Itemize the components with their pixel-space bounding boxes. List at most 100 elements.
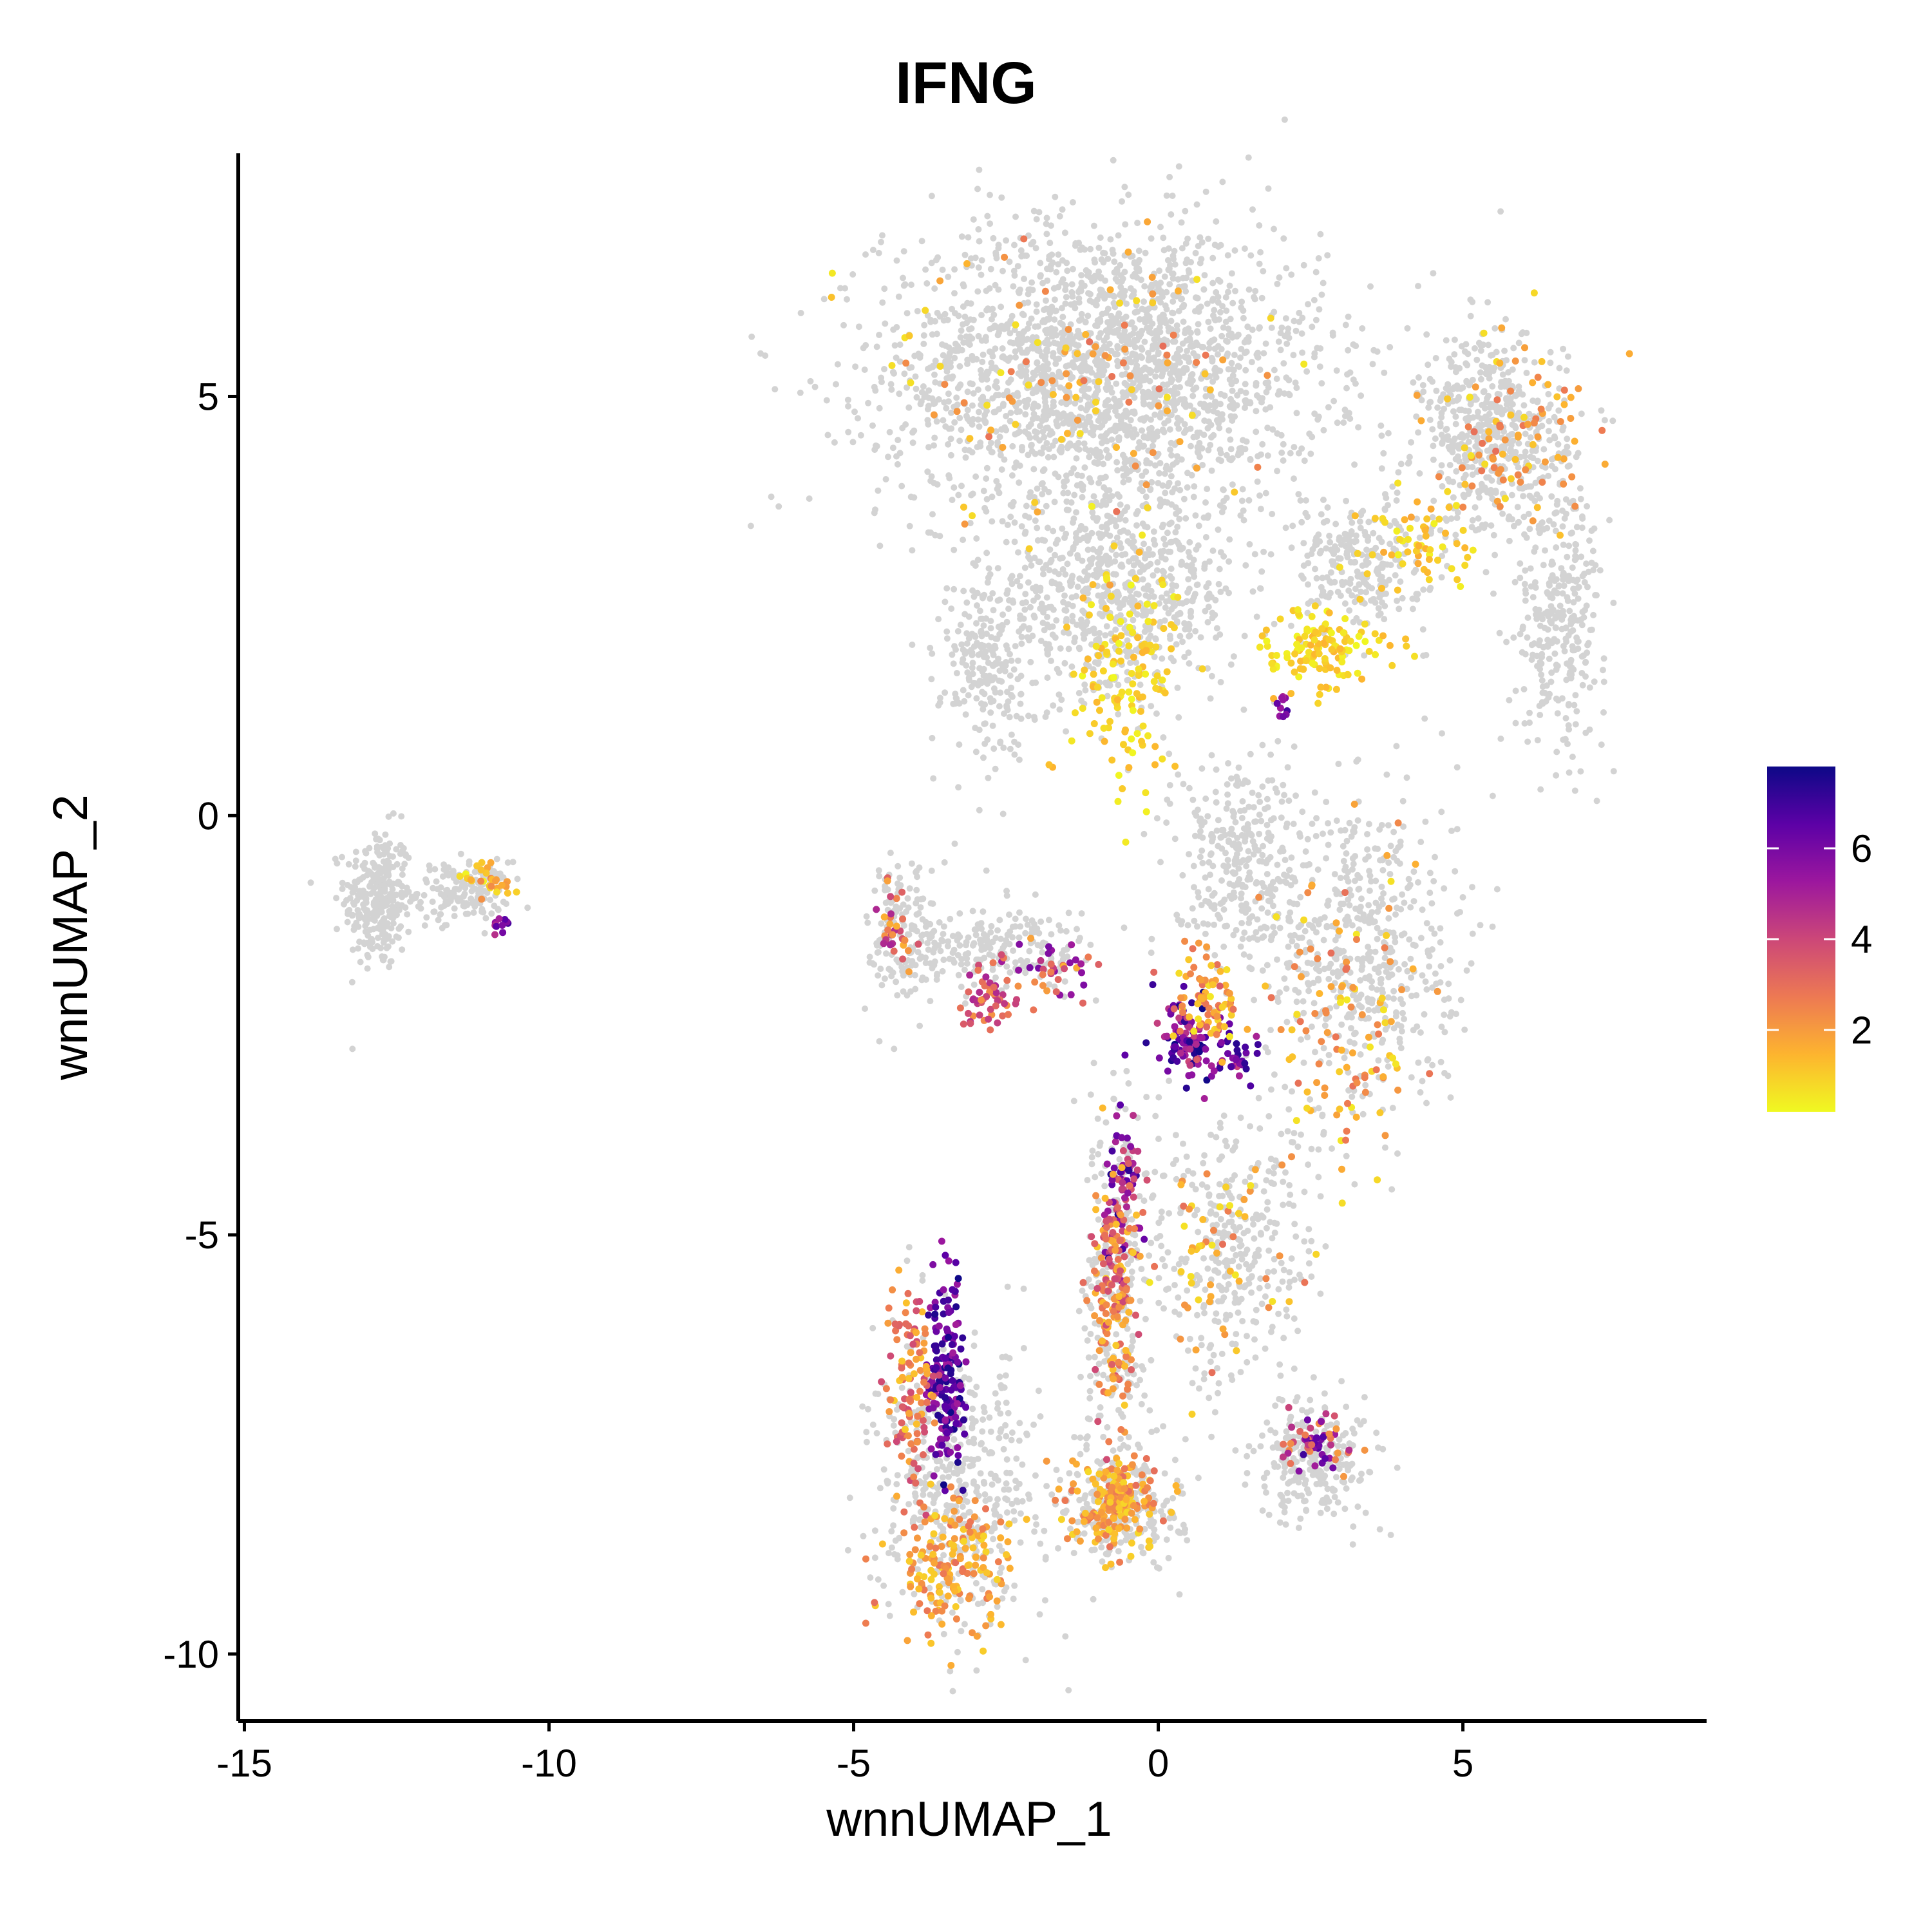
background-cell-point (1283, 265, 1290, 272)
background-cell-point (1299, 349, 1306, 356)
background-cell-point (1016, 479, 1023, 486)
background-cell-point (1061, 229, 1068, 236)
background-cell-point (1415, 283, 1421, 290)
background-cell-point (1591, 678, 1598, 685)
background-cell-point (1004, 587, 1011, 594)
background-cell-point (951, 310, 958, 317)
background-cell-point (1293, 385, 1300, 392)
background-cell-point (807, 377, 814, 385)
background-cell-point (1133, 522, 1140, 529)
background-cell-point (986, 348, 993, 355)
background-cell-point (1051, 296, 1058, 303)
background-cell-point (1003, 413, 1010, 419)
background-cell-point (1532, 544, 1539, 551)
background-cell-point (1331, 397, 1338, 405)
background-cell-point (1600, 678, 1607, 685)
background-cell-point (1511, 578, 1519, 586)
background-cell-point (457, 850, 464, 857)
background-cell-point (1394, 490, 1401, 496)
background-cell-point (445, 864, 452, 871)
background-cell-point (1512, 687, 1519, 694)
background-cell-point (1503, 638, 1510, 645)
background-cell-point (1023, 502, 1030, 510)
background-cell-point (348, 978, 355, 986)
background-cell-point (1283, 340, 1291, 347)
background-cell-point (1025, 579, 1032, 586)
background-cell-point (1556, 365, 1563, 372)
background-cell-point (1259, 441, 1266, 448)
background-cell-point (876, 542, 884, 549)
background-cell-point (1007, 513, 1014, 520)
background-cell-point (1566, 701, 1572, 708)
background-cell-point (1553, 772, 1560, 779)
background-cell-point (364, 907, 370, 914)
background-cell-point (992, 428, 999, 435)
background-cell-point (1256, 324, 1263, 331)
background-cell-point (1141, 376, 1148, 383)
background-cell-point (963, 630, 971, 637)
background-cell-point (1144, 311, 1151, 318)
background-cell-point (1551, 636, 1558, 643)
background-cell-point (1206, 558, 1213, 565)
background-cell-point (953, 394, 960, 401)
background-cell-point (1133, 337, 1141, 344)
background-cell-point (1298, 330, 1305, 337)
background-cell-point (1060, 490, 1067, 497)
background-cell-point (957, 622, 964, 629)
background-cell-point (1242, 381, 1249, 388)
background-cell-point (450, 890, 457, 897)
background-cell-point (1143, 325, 1150, 331)
background-cell-point (1099, 599, 1106, 605)
background-cell-point (1521, 580, 1528, 587)
background-cell-point (947, 409, 954, 416)
background-cell-point (1381, 506, 1388, 512)
background-cell-point (1492, 325, 1499, 332)
background-cell-point (1161, 470, 1168, 477)
background-cell-point (1114, 345, 1121, 352)
background-cell-point (1378, 422, 1385, 429)
background-cell-point (1007, 672, 1014, 679)
background-cell-point (1022, 411, 1029, 418)
background-cell-point (1260, 548, 1267, 555)
background-cell-point (423, 914, 430, 921)
background-cell-point (1198, 765, 1206, 772)
background-cell-point (952, 340, 959, 347)
background-cell-point (1593, 797, 1600, 805)
background-cell-point (1311, 410, 1318, 417)
background-cell-point (1547, 348, 1554, 356)
background-cell-point (1127, 285, 1134, 292)
background-cell-point (1102, 473, 1109, 481)
background-cell-point (912, 373, 919, 380)
background-cell-point (1521, 357, 1528, 364)
background-cell-point (509, 859, 516, 866)
background-cell-point (1070, 265, 1076, 272)
background-cell-point (1451, 336, 1458, 343)
background-cell-point (929, 363, 936, 370)
background-cell-point (1454, 764, 1461, 771)
background-cell-point (1173, 641, 1180, 648)
background-cell-point (920, 332, 927, 339)
background-cell-point (1151, 541, 1159, 548)
background-cell-point (1374, 935, 1381, 942)
background-cell-point (1133, 431, 1140, 438)
background-cell-point (940, 352, 947, 359)
background-cell-point (1220, 486, 1227, 493)
background-cell-point (1562, 448, 1569, 455)
background-cell-point (1514, 504, 1521, 511)
background-cell-point (1097, 545, 1104, 552)
background-cell-point (1025, 626, 1032, 633)
background-cell-point (1028, 315, 1035, 322)
background-cell-point (904, 310, 911, 317)
background-cell-point (1070, 465, 1077, 472)
background-cell-point (1570, 599, 1577, 605)
background-cell-point (1464, 350, 1472, 357)
background-cell-point (1141, 283, 1148, 290)
background-cell-point (1488, 352, 1494, 359)
background-cell-point (1452, 531, 1459, 538)
background-cell-point (1324, 504, 1331, 511)
background-cell-point (1014, 657, 1021, 664)
background-cell-point (1101, 250, 1108, 257)
background-cell-point (1126, 457, 1133, 464)
background-cell-point (931, 285, 938, 292)
background-cell-point (371, 861, 378, 868)
